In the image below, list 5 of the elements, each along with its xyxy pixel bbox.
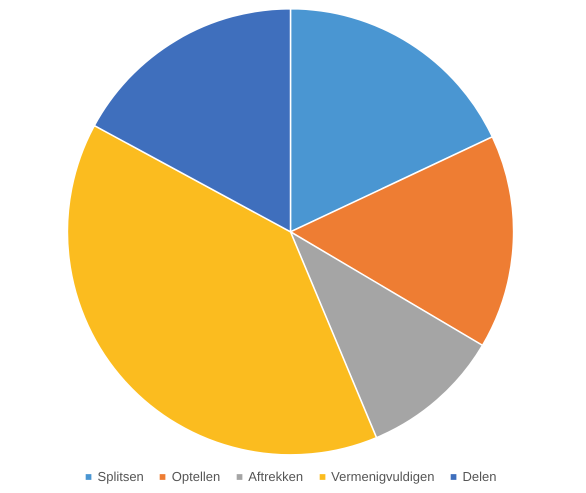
legend-label: Vermenigvuldigen <box>331 469 434 484</box>
legend-label: Optellen <box>172 469 220 484</box>
legend-label: Splitsen <box>98 469 144 484</box>
legend-label: Aftrekken <box>248 469 304 484</box>
legend-label: Delen <box>462 469 496 484</box>
